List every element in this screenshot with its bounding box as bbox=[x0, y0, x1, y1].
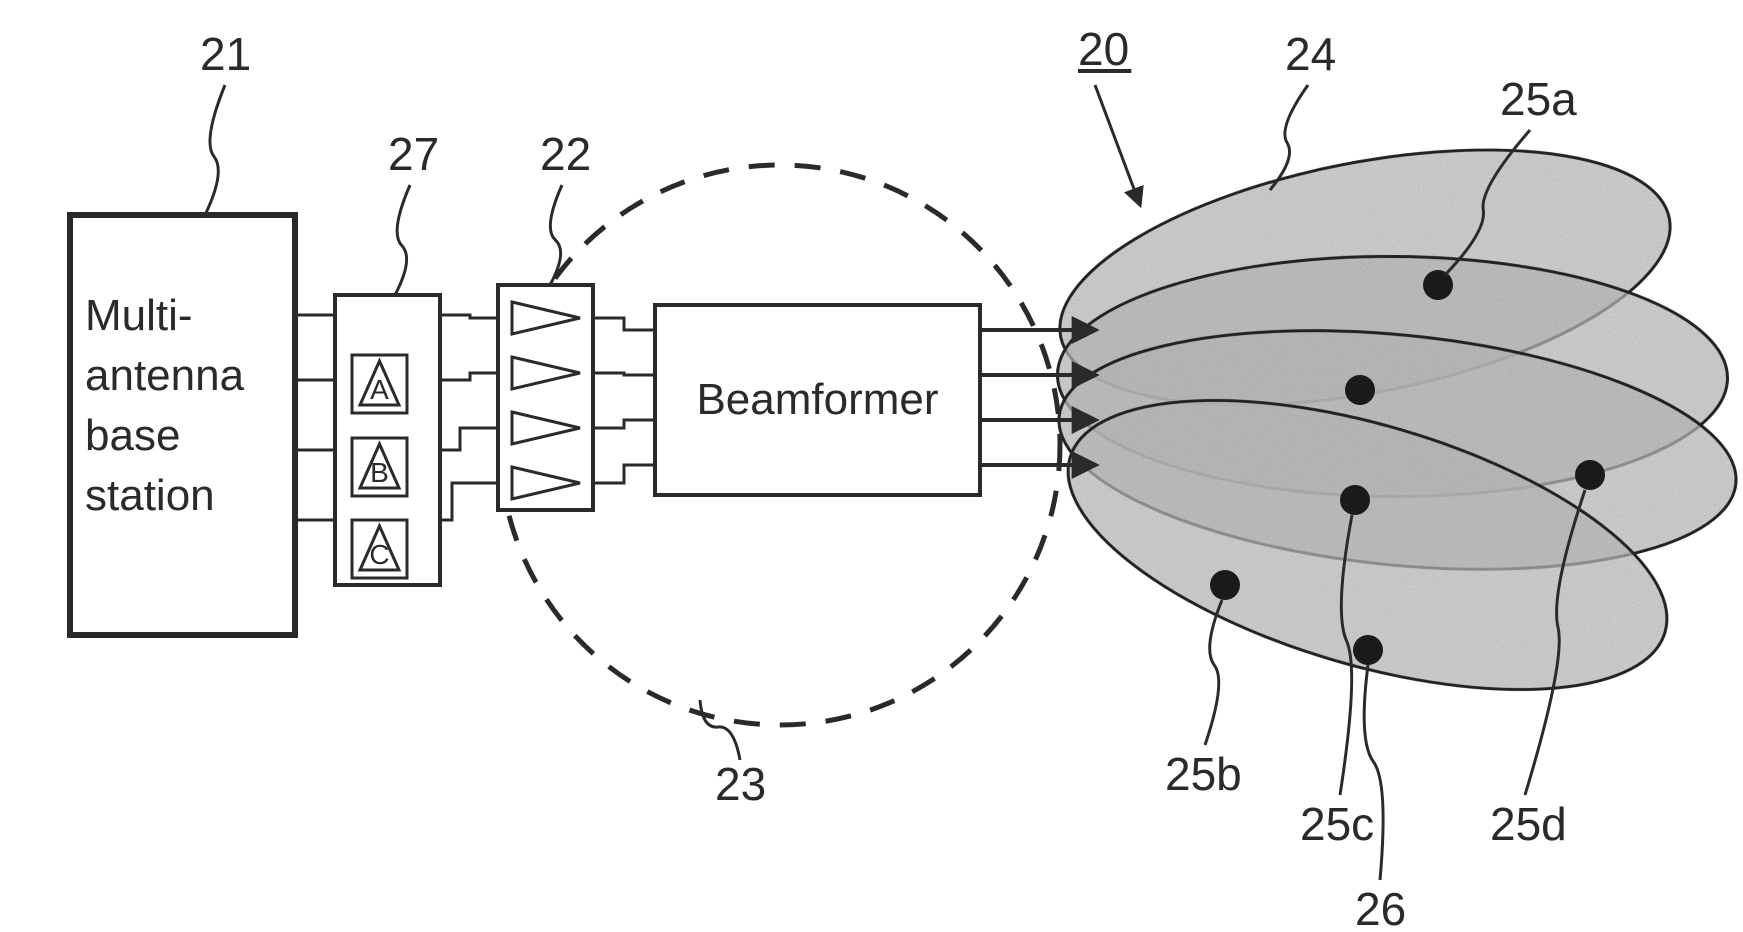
ref-label-25d: 25d bbox=[1490, 798, 1567, 850]
diagram-canvas: Multi-antenna base station A B C Beamformer 20 2… bbox=[0, 0, 1743, 932]
beam-lobes bbox=[1036, 105, 1743, 747]
wire-mod-amp-0 bbox=[440, 315, 498, 318]
dot-25a bbox=[1423, 270, 1453, 300]
dot-top-right bbox=[1345, 375, 1375, 405]
dot-25c bbox=[1340, 485, 1370, 515]
ref-leader-27 bbox=[395, 185, 410, 295]
ref-label-27: 27 bbox=[388, 128, 439, 180]
module-C-label: C bbox=[369, 539, 389, 570]
ref-label-22: 22 bbox=[540, 128, 591, 180]
ref-label-25c: 25c bbox=[1300, 798, 1374, 850]
wire-amp-bf-3 bbox=[593, 465, 655, 483]
wire-mod-amp-1 bbox=[440, 373, 498, 380]
base-station-label: antenna bbox=[85, 351, 245, 400]
wire-amp-bf-2 bbox=[593, 420, 655, 428]
module-A-label: A bbox=[370, 374, 389, 405]
ref-label-20: 20 bbox=[1078, 23, 1129, 75]
module-B-label: B bbox=[370, 457, 389, 488]
ref-label-23: 23 bbox=[715, 758, 766, 810]
wire-mod-amp-2 bbox=[440, 428, 498, 450]
ref-leader-20 bbox=[1095, 85, 1140, 205]
wire-mod-amp-3 bbox=[440, 483, 498, 520]
dot-26 bbox=[1353, 635, 1383, 665]
beamformer-label: Beamformer bbox=[696, 375, 938, 424]
ref-leader-25b bbox=[1205, 600, 1222, 745]
base-station-label: Multi- bbox=[85, 291, 193, 340]
base-station-label: base bbox=[85, 411, 180, 460]
dot-25b bbox=[1210, 570, 1240, 600]
ref-label-26: 26 bbox=[1355, 883, 1406, 932]
ref-leader-23 bbox=[700, 700, 740, 760]
wire-amp-bf-0 bbox=[593, 318, 655, 330]
ref-label-25a: 25a bbox=[1500, 73, 1577, 125]
base-station-label: station bbox=[85, 471, 215, 520]
ref-label-21: 21 bbox=[200, 28, 251, 80]
ref-label-25b: 25b bbox=[1165, 748, 1242, 800]
dot-25d bbox=[1575, 460, 1605, 490]
ref-leader-21 bbox=[205, 85, 225, 215]
ref-label-24: 24 bbox=[1285, 28, 1336, 80]
wire-amp-bf-1 bbox=[593, 373, 655, 375]
